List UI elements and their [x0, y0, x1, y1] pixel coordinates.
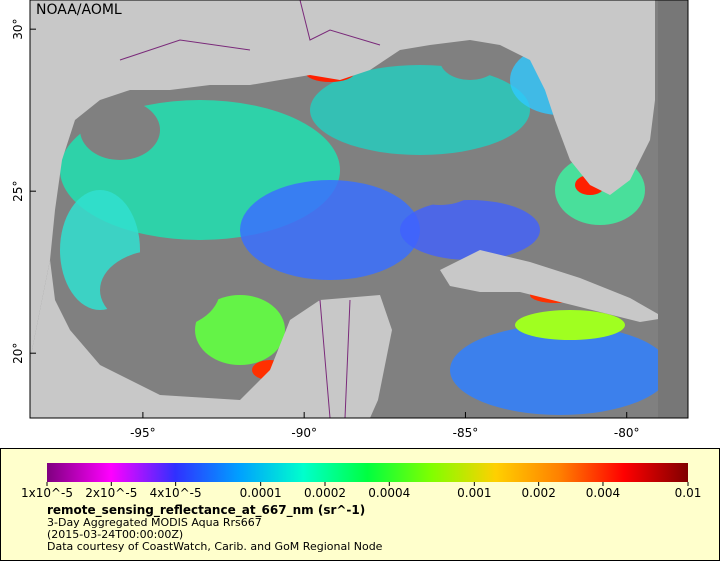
data-patch	[515, 310, 625, 340]
map-frame	[29, 0, 689, 419]
border	[119, 0, 381, 418]
legend-time: (2015-03-24T00:00:00Z)	[47, 528, 183, 541]
no-data	[400, 155, 480, 205]
no-data	[440, 40, 500, 80]
y-tick-label: 30°	[11, 19, 25, 40]
land	[30, 260, 392, 418]
colorbar-tick-label: 4x10^-5	[150, 486, 202, 500]
colorbar-tick-label: 1x10^-5	[21, 486, 73, 500]
colorbar-tick-label: 0.004	[586, 486, 620, 500]
colorbar-tick-label: 0.01	[675, 486, 702, 500]
colorbar-tick-label: 0.001	[457, 486, 491, 500]
data-patch	[240, 180, 420, 280]
map-area: NOAA/AOML	[30, 0, 688, 418]
data-patch	[450, 325, 670, 415]
data-patch	[400, 200, 540, 260]
legend-description: 3-Day Aggregated MODIS Aqua Rrs667	[47, 516, 262, 529]
colorbar-tick-label: 0.0002	[304, 486, 346, 500]
data-patch	[195, 295, 285, 365]
no-data	[80, 100, 160, 160]
colorbar-tick-label: 0.002	[521, 486, 555, 500]
x-tick-label: -95°	[130, 426, 156, 440]
no-data	[658, 0, 688, 418]
y-tick-label: 20°	[11, 343, 25, 364]
legend-variable: remote_sensing_reflectance_at_667_nm (sr…	[47, 503, 365, 518]
x-tick-label: -90°	[291, 426, 317, 440]
land	[30, 0, 655, 360]
colorbar-tick-label: 0.0004	[368, 486, 410, 500]
x-tick-label: -80°	[614, 426, 640, 440]
colorbar-tick-label: 0.0001	[240, 486, 282, 500]
colorbar-tick-label: 2x10^-5	[85, 486, 137, 500]
legend-credit: Data courtesy of CoastWatch, Carib. and …	[47, 540, 383, 553]
data-patch	[310, 65, 530, 155]
x-tick-label: -85°	[453, 426, 479, 440]
y-tick-label: 25°	[11, 181, 25, 202]
map-credit: NOAA/AOML	[36, 2, 122, 18]
colorbar	[47, 463, 688, 482]
land	[440, 250, 665, 322]
no-data	[100, 250, 220, 330]
